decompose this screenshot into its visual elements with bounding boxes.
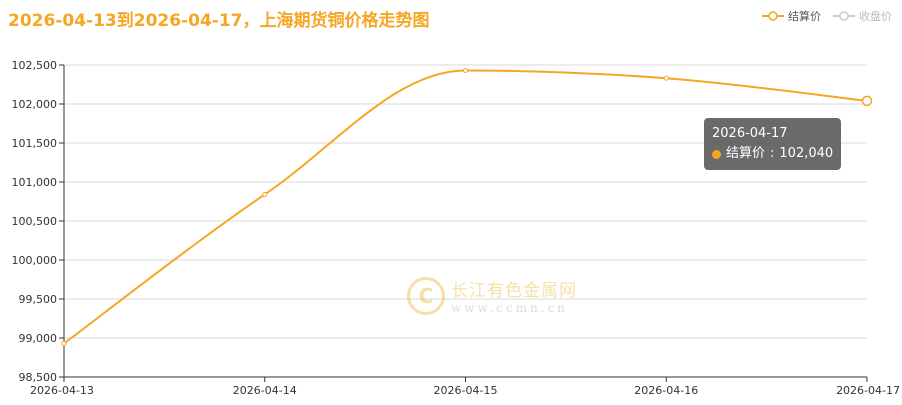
x-tick-label: 2026-04-14 xyxy=(233,384,297,397)
data-point[interactable] xyxy=(61,340,67,346)
data-point[interactable] xyxy=(663,75,669,81)
legend: 结算价 收盘价 xyxy=(762,8,892,24)
tooltip-series-name: 结算价 xyxy=(726,146,766,161)
tooltip: 2026-04-17 结算价: 102,040 xyxy=(704,118,842,170)
data-point[interactable] xyxy=(861,95,873,107)
chart-title: 2026-04-13到2026-04-17，上海期货铜价格走势图 xyxy=(8,11,430,31)
x-tick-label: 2026-04-16 xyxy=(634,384,698,397)
x-tick-label: 2026-04-15 xyxy=(434,384,498,397)
legend-label-settlement: 结算价 xyxy=(788,10,821,23)
y-tick-label: 100,000 xyxy=(12,254,58,267)
watermark: C 长江有色金属网 www.ccmn.cn xyxy=(407,276,577,315)
legend-line-icon xyxy=(762,11,784,21)
y-tick-label: 100,500 xyxy=(12,215,58,228)
x-tick-label: 2026-04-13 xyxy=(30,384,94,397)
watermark-name: 长江有色金属网 xyxy=(451,281,577,301)
legend-item-close[interactable]: 收盘价 xyxy=(833,8,892,24)
legend-label-close: 收盘价 xyxy=(859,10,892,23)
y-tick-label: 101,000 xyxy=(12,176,58,189)
y-tick-label: 101,500 xyxy=(12,137,58,150)
y-tick-label: 99,500 xyxy=(19,293,58,306)
y-tick-label: 102,000 xyxy=(12,98,58,111)
x-tick-label: 2026-04-17 xyxy=(836,384,900,397)
watermark-logo-icon: C xyxy=(407,276,445,315)
legend-line-icon xyxy=(833,11,855,21)
data-point[interactable] xyxy=(262,191,268,197)
y-tick-label: 102,500 xyxy=(12,59,58,72)
tooltip-date: 2026-04-17 xyxy=(712,126,788,141)
y-tick-label: 99,000 xyxy=(19,332,58,345)
tooltip-value: 102,040 xyxy=(779,146,834,161)
tooltip-series-dot-icon xyxy=(712,149,721,159)
data-point[interactable] xyxy=(463,67,468,73)
legend-item-settlement[interactable]: 结算价 xyxy=(762,8,821,24)
y-tick-label: 98,500 xyxy=(19,371,58,384)
watermark-url: www.ccmn.cn xyxy=(451,301,569,315)
